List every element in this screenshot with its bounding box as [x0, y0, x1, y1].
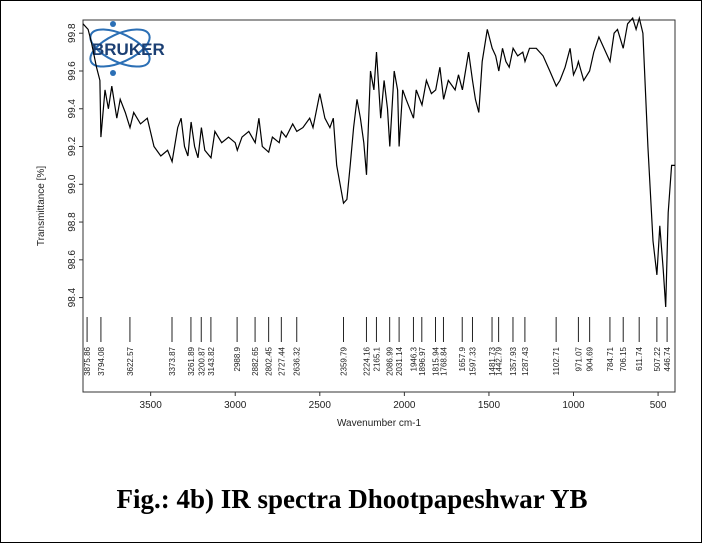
y-tick-label: 99.0 [67, 174, 78, 194]
peak-label: 2165.1 [372, 346, 381, 371]
x-axis-label: Wavenumber cm-1 [337, 418, 422, 429]
y-tick-label: 99.8 [67, 23, 78, 43]
y-axis-label: Transmittance [%] [36, 166, 47, 246]
peak-label: 2636.32 [293, 346, 302, 375]
x-tick-label: 1000 [562, 400, 585, 411]
x-tick-label: 3500 [140, 400, 163, 411]
y-tick-label: 99.2 [67, 136, 78, 156]
peak-label: 1896.97 [418, 346, 427, 375]
peak-label: 2224.16 [362, 346, 371, 375]
y-tick-label: 99.6 [67, 61, 78, 81]
peak-label: 1946.3 [409, 346, 418, 371]
plot-frame [82, 19, 676, 393]
y-tick-label: 98.6 [67, 250, 78, 270]
peak-label: 1657.9 [458, 346, 467, 371]
peak-label: 507.22 [653, 346, 662, 371]
peak-label: 2727.44 [277, 346, 286, 375]
peak-label: 1597.33 [468, 346, 477, 375]
peak-label: 2802.45 [265, 346, 274, 375]
peak-label: 2988.9 [233, 346, 242, 371]
peak-label: 1357.93 [509, 346, 518, 375]
spectrum-line [82, 15, 675, 308]
peak-label: 3200.87 [197, 346, 206, 375]
peak-label: 1815.94 [432, 346, 441, 375]
peak-label: 1481.73 [488, 346, 497, 375]
peak-label: 1768.84 [439, 346, 448, 375]
peak-label: 3143.82 [207, 346, 216, 375]
peak-label: 3875.86 [83, 346, 92, 375]
peak-label: 446.74 [663, 346, 672, 371]
logo-text: BRUKER [92, 40, 165, 59]
logo-graphic [89, 21, 151, 76]
peak-label: 3261.89 [187, 346, 196, 375]
x-tick-label: 2000 [393, 400, 416, 411]
peak-label: 904.69 [586, 346, 595, 371]
peak-label: 1287.43 [521, 346, 530, 375]
y-tick-label: 99.4 [67, 99, 78, 119]
peak-label: 706.15 [619, 346, 628, 371]
x-tick-label: 3000 [224, 400, 247, 411]
peak-label: 784.71 [606, 346, 615, 371]
peak-label: 2882.65 [251, 346, 260, 375]
peak-label: 1442.79 [495, 346, 504, 375]
peak-label: 1102.71 [552, 346, 561, 375]
caption: Fig.: 4b) IR spectra Dhootpapeshwar YB [116, 484, 587, 514]
peak-label: 2031.14 [395, 346, 404, 375]
peak-label: 3794.08 [97, 346, 106, 375]
peak-label: 611.74 [635, 346, 644, 370]
x-tick-label: 2500 [309, 400, 332, 411]
x-tick-label: 500 [650, 400, 667, 411]
peak-label: 3373.87 [168, 346, 177, 375]
peak-label: 2086.99 [386, 346, 395, 375]
x-tick-label: 1500 [478, 400, 501, 411]
y-tick-label: 98.4 [67, 287, 78, 307]
peak-label: 971.07 [574, 346, 583, 371]
peak-label: 3622.57 [126, 346, 135, 375]
y-tick-label: 98.8 [67, 212, 78, 232]
peak-label: 2359.79 [340, 346, 349, 375]
